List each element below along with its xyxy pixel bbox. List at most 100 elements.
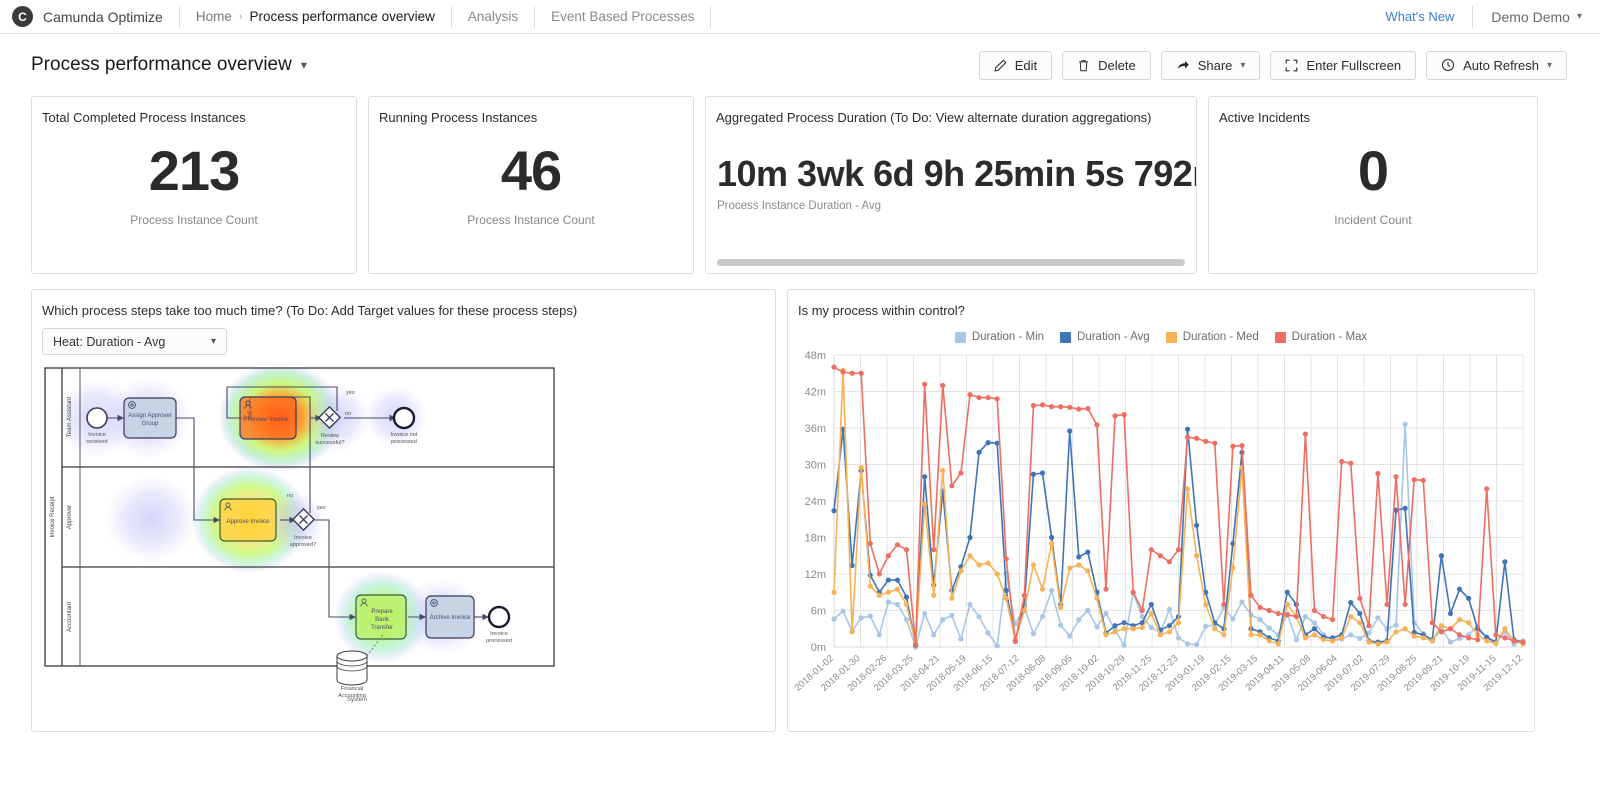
legend-swatch-min (954, 331, 966, 343)
nav-item-event-based-processes[interactable]: Event Based Processes (551, 9, 695, 24)
service-task-gear-icon-2 (430, 599, 438, 607)
bpmn-end-label-invoice-processed: Invoice (490, 631, 508, 637)
bpmn-task-label-approve-invoice: Approve Invoice (226, 519, 270, 525)
chart-point (903, 601, 910, 608)
chart-point (1248, 632, 1254, 638)
page-title-group[interactable]: Process performance overview ▾ (31, 54, 307, 76)
chart-point (1166, 559, 1173, 565)
bpmn-datastore-label-3: System (346, 697, 367, 703)
legend-swatch-max (1274, 331, 1286, 343)
page-title: Process performance overview (31, 54, 292, 75)
chart-point (1375, 615, 1381, 621)
chart-point (1420, 635, 1426, 641)
legend-item-duration-med[interactable]: Duration - Med (1165, 331, 1259, 343)
chart-point (1493, 632, 1499, 638)
chart-point (922, 610, 928, 617)
breadcrumb: Home › Process performance overview (180, 9, 451, 24)
delete-button-label: Delete (1098, 57, 1136, 73)
auto-refresh-button[interactable]: Auto Refresh ▾ (1426, 50, 1567, 80)
legend-item-duration-avg[interactable]: Duration - Avg (1060, 331, 1150, 343)
whats-new-link[interactable]: What's New (1385, 9, 1455, 24)
page-title-chevron-down-icon[interactable]: ▾ (300, 58, 307, 72)
bpmn-gateway-review-successful[interactable] (317, 405, 342, 430)
service-task-gear-icon (128, 401, 136, 409)
kpi-card-total-completed[interactable]: Total Completed Process Instances 213 Pr… (31, 96, 357, 274)
chart-point (1447, 639, 1454, 645)
bpmn-flow-label-yes-1: yes (346, 390, 355, 396)
chart-point (876, 632, 882, 638)
chart-point (1048, 587, 1055, 594)
chart-point (1067, 404, 1073, 410)
nav-item-analysis[interactable]: Analysis (467, 9, 519, 24)
share-button[interactable]: Share ▾ (1160, 50, 1261, 80)
delete-button[interactable]: Delete (1062, 50, 1151, 80)
chart-point (1212, 626, 1218, 632)
chart-point (1384, 639, 1390, 645)
chart-point (867, 613, 873, 619)
bpmn-heatmap-diagram[interactable]: Invoice Receipt Team Assistant Approver … (44, 362, 775, 703)
edit-button[interactable]: Edit (978, 50, 1053, 80)
chart-point (931, 592, 937, 598)
chart-point (1302, 613, 1309, 620)
bpmn-lane-label-approver: Approver (67, 505, 73, 529)
chart-plot-area[interactable]: 0m 6m 12m 18m 24m 30m 36m 42m 48m 2018-01-02 2018-… (788, 347, 1534, 731)
chart-point (1012, 638, 1018, 645)
chart-point (1429, 638, 1435, 644)
legend-item-duration-max[interactable]: Duration - Max (1274, 331, 1367, 343)
bpmn-event-label-invoice-received-2: received (86, 439, 107, 445)
chart-point (1166, 623, 1173, 629)
user-menu[interactable]: Demo Demo ▾ (1473, 9, 1600, 25)
chart-point (1456, 635, 1463, 642)
kpi-measure-label: Process Instance Count (130, 212, 258, 227)
bpmn-task-label-archive-invoice: Archive Invoice (430, 615, 471, 621)
chart-point (1384, 601, 1390, 608)
bpmn-task-assign-approver-group[interactable] (123, 397, 177, 439)
chart-point (1411, 477, 1417, 483)
heatmap-mode-select-value: Heat: Duration - Avg (53, 334, 166, 349)
chart-point (1357, 620, 1363, 626)
chart-ytick-label: 6m (811, 606, 826, 618)
enter-fullscreen-button[interactable]: Enter Fullscreen (1270, 50, 1417, 80)
kpi-card-active-incidents[interactable]: Active Incidents 0 Incident Count (1208, 96, 1538, 274)
chart-point (922, 381, 928, 387)
chart-point (1085, 568, 1091, 574)
horizontal-scrollbar[interactable] (717, 259, 1185, 266)
share-chevron-down-icon: ▾ (1240, 59, 1246, 71)
kpi-card-aggregated-duration[interactable]: Aggregated Process Duration (To Do: View… (705, 96, 1197, 274)
chart-point (1157, 553, 1163, 559)
breadcrumb-current: Process performance overview (249, 9, 435, 24)
chart-point (1094, 595, 1100, 601)
kpi-measure-label: Process Instance Count (467, 212, 595, 227)
bpmn-task-label-prepare-bank-transfer: Prepare (371, 609, 393, 615)
chart-point (1103, 586, 1109, 592)
chart-ytick-label: 48m (805, 350, 826, 362)
chart-point (1030, 631, 1037, 637)
bpmn-gateway-label-invoice-approved-2: approved? (290, 542, 316, 548)
chart-point (922, 501, 928, 507)
chart-point (1175, 620, 1182, 626)
bpmn-end-label-invoice-processed-2: processed (486, 638, 512, 644)
bpmn-lane-label-team-assistant: Team Assistant (67, 396, 73, 437)
bpmn-task-prepare-bank-transfer[interactable] (355, 594, 407, 640)
chart-point (867, 583, 873, 589)
legend-item-duration-min[interactable]: Duration - Min (954, 331, 1044, 343)
chart-point (1248, 592, 1254, 598)
chart-point (894, 542, 901, 548)
bpmn-task-review-invoice[interactable] (239, 396, 297, 440)
kpi-card-running-instances[interactable]: Running Process Instances 46 Process Ins… (368, 96, 694, 274)
chart-point (1348, 613, 1354, 620)
heatmap-mode-select[interactable]: Heat: Duration - Avg ▾ (42, 328, 227, 355)
legend-swatch-med (1165, 331, 1177, 343)
kpi-card-body: 0 Incident Count (1209, 126, 1537, 244)
chart-point (1339, 635, 1345, 641)
chart-point (1284, 601, 1290, 608)
chart-point (1330, 617, 1336, 623)
breadcrumb-home-link[interactable]: Home (195, 9, 232, 24)
chart-point (1438, 629, 1445, 635)
chart-point (1003, 556, 1009, 562)
bpmn-task-archive-invoice[interactable] (425, 595, 475, 639)
chart-point (1148, 547, 1154, 553)
bpmn-end-event-invoice-not-processed (392, 406, 416, 430)
bpmn-task-approve-invoice[interactable] (219, 498, 277, 542)
bpmn-gateway-invoice-approved[interactable] (291, 507, 316, 532)
